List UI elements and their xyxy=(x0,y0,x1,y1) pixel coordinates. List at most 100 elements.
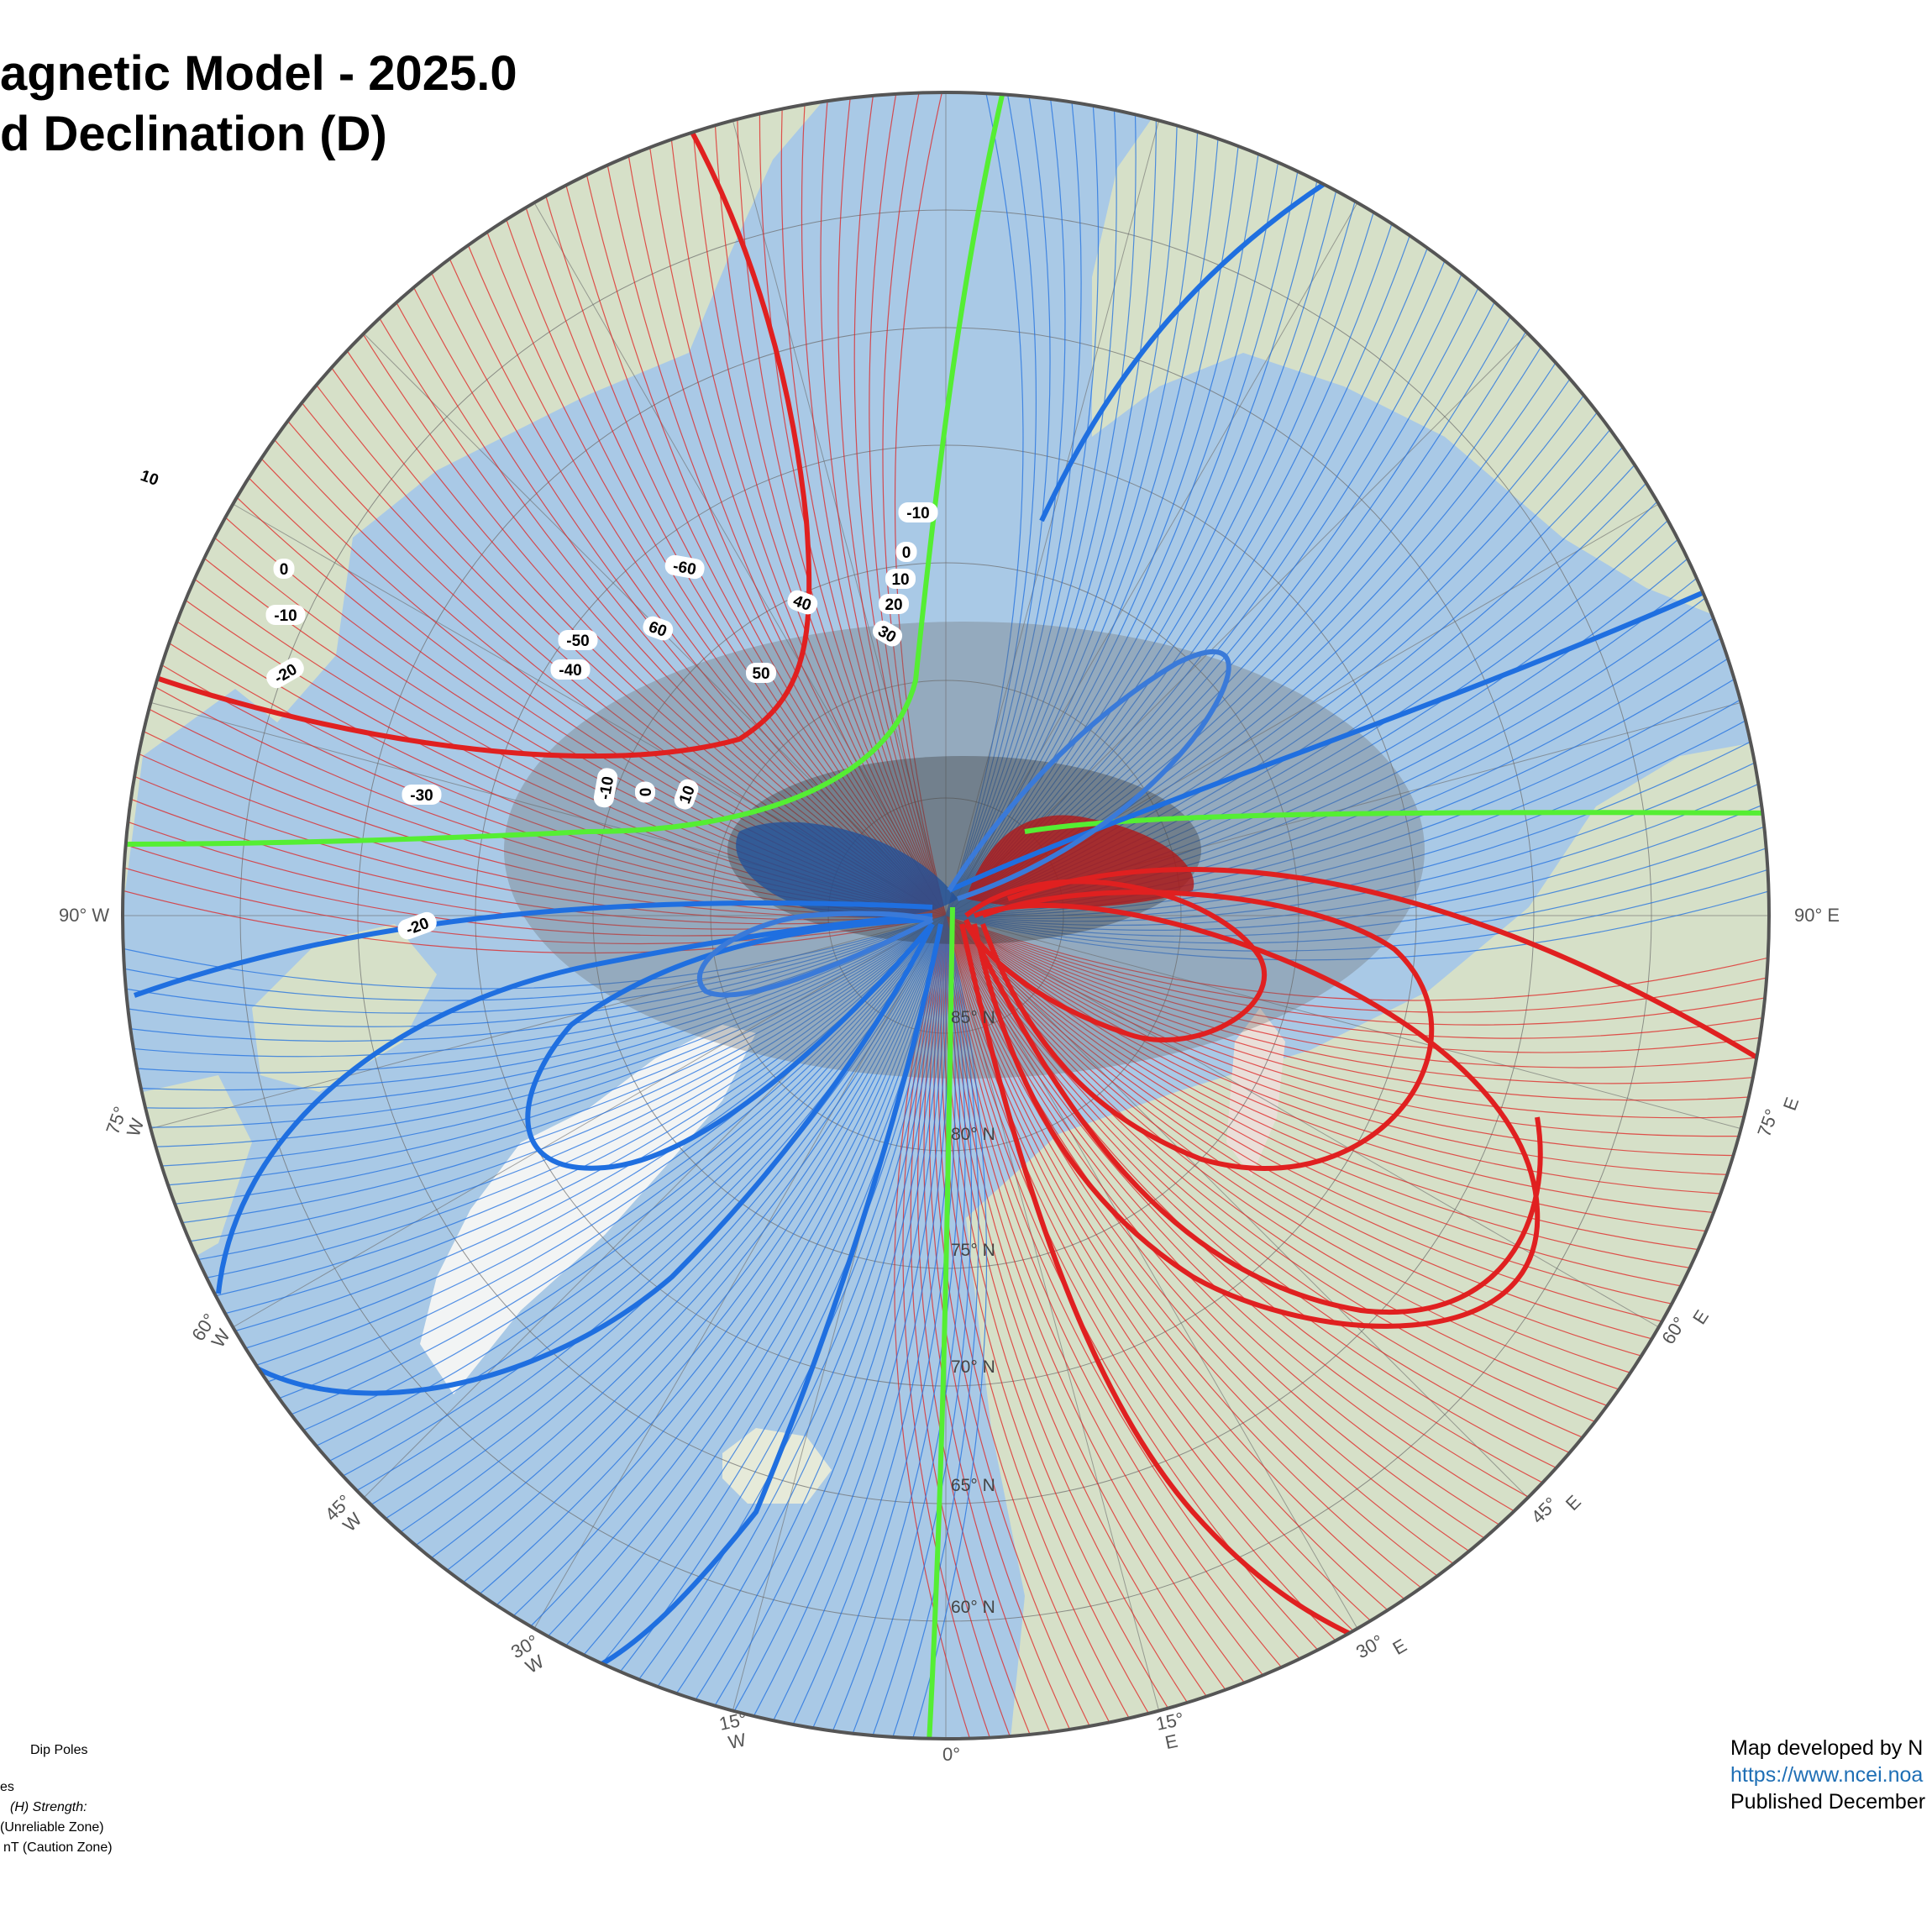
negative-isogonic-line xyxy=(401,915,947,1557)
meridian-line xyxy=(945,915,1659,1328)
negative-isogonic-line xyxy=(945,92,1117,916)
negative-isogonic-line xyxy=(886,915,979,1739)
contour-label-bubble xyxy=(593,768,618,808)
negative-isogonic-line xyxy=(609,915,947,1686)
contour-label: 0 xyxy=(273,559,295,579)
contour-label: 20 xyxy=(879,594,909,614)
positive-isogonic-line xyxy=(945,915,1769,1084)
red-10-europe xyxy=(959,923,1379,1649)
contour-label-bubble xyxy=(266,658,304,689)
positive-isogonic-line xyxy=(945,915,1367,1644)
positive-isogonic-line xyxy=(945,915,1767,1101)
positive-isogonic-line xyxy=(603,148,947,916)
positive-isogonic-line xyxy=(945,915,1452,1588)
negative-isogonic-line xyxy=(123,915,947,1027)
negative-isogonic-line xyxy=(417,915,947,1569)
positive-isogonic-line xyxy=(945,915,1762,1119)
svg-text:30°: 30° xyxy=(1352,1630,1387,1662)
map-title: agnetic Model - 2025.0 d Declination (D) xyxy=(0,44,517,165)
positive-isogonic-line xyxy=(736,102,947,916)
positive-isogonic-line xyxy=(520,191,947,916)
negative-isogonic-line xyxy=(517,915,947,1640)
svg-text:W: W xyxy=(123,1116,149,1139)
contour-label-text: -30 xyxy=(410,787,433,805)
contour-label-bubble xyxy=(134,465,165,490)
positive-isogonic-line xyxy=(945,915,1669,1344)
negative-isogonic-line xyxy=(483,915,947,1618)
land-greenland xyxy=(420,1025,756,1394)
positive-isogonic-line xyxy=(869,92,947,916)
red-40 xyxy=(963,879,1268,1042)
negative-isogonic-line xyxy=(123,915,947,1058)
negative-isogonic-line xyxy=(945,129,1241,916)
negative-isogonic-line xyxy=(433,915,947,1582)
negative-isogonic-line xyxy=(144,915,947,1168)
negative-isogonic-line xyxy=(627,915,947,1694)
positive-isogonic-line xyxy=(801,92,947,916)
positive-isogonic-line xyxy=(945,915,1769,1039)
credit-url[interactable]: https://www.ncei.noa xyxy=(1730,1763,1924,1787)
negative-isogonic-line xyxy=(945,154,1302,916)
positive-isogonic-line xyxy=(582,158,947,916)
meridian-line xyxy=(945,915,1741,1130)
negative-isogonic-line xyxy=(218,915,947,1336)
negative-isogonic-line xyxy=(945,733,1767,919)
lat-label-70: 70° N xyxy=(951,1357,995,1377)
negative-isogonic-line xyxy=(262,915,947,1405)
svg-text:45°: 45° xyxy=(1527,1493,1562,1527)
contour-label: -60 xyxy=(664,554,705,579)
positive-isogonic-line xyxy=(945,915,1698,1290)
contour-label: -30 xyxy=(402,785,442,805)
zero-line-atlantic xyxy=(927,906,955,1739)
contour-label: -10 xyxy=(593,768,618,808)
svg-text:75°: 75° xyxy=(1753,1106,1782,1140)
negative-isogonic-line xyxy=(287,915,947,1438)
lon-label-30e: 30° E xyxy=(1352,1630,1410,1662)
svg-text:E: E xyxy=(1688,1306,1713,1328)
positive-isogonic-line xyxy=(945,915,1484,1562)
positive-isogonic-line xyxy=(123,792,947,925)
positive-isogonic-line xyxy=(853,92,947,916)
contour-label-text: 10 xyxy=(891,571,909,589)
negative-isogonic-line xyxy=(945,163,1321,916)
negative-isogonic-line xyxy=(945,754,1769,922)
contour-label-bubble xyxy=(885,569,916,589)
negative-isogonic-line xyxy=(945,711,1761,917)
meridian-line xyxy=(945,202,1358,916)
meridian-line xyxy=(533,202,947,916)
positive-isogonic-line xyxy=(945,915,1256,1698)
positive-isogonic-line xyxy=(923,915,1058,1739)
legend-dip-poles: Dip Poles xyxy=(30,1743,88,1757)
lat-label-85: 85° N xyxy=(951,1008,995,1027)
negative-isogonic-line xyxy=(198,915,947,1300)
negative-isogonic-line xyxy=(300,915,947,1454)
negative-isogonic-line xyxy=(123,915,947,1014)
bold-contours xyxy=(125,92,1769,1739)
negative-isogonic-line xyxy=(189,915,947,1282)
negative-isogonic-line xyxy=(846,915,966,1739)
negative-isogonic-line xyxy=(705,915,947,1721)
contour-label-text: 20 xyxy=(885,596,902,614)
map-border xyxy=(121,91,1771,1740)
negative-isogonic-line xyxy=(685,915,947,1715)
lat-label-80: 80° N xyxy=(951,1125,995,1144)
red-inner xyxy=(963,918,1543,1315)
positive-isogonic-line xyxy=(942,915,1158,1730)
positive-isogonic-line xyxy=(123,769,947,921)
title-line-2: d Declination (D) xyxy=(0,107,387,161)
contour-label: 10 xyxy=(134,465,165,490)
lon-label-30w: 30° W xyxy=(507,1630,548,1677)
credit-published: Published December xyxy=(1730,1790,1926,1814)
negative-isogonic-line xyxy=(128,915,947,1109)
negative-isogonic-line xyxy=(370,915,947,1529)
negative-isogonic-line xyxy=(666,915,947,1709)
positive-isogonic-line xyxy=(713,108,947,916)
blue-30 xyxy=(525,917,935,1171)
blue-20-greenland xyxy=(242,922,935,1396)
blue-40 xyxy=(697,911,934,998)
positive-isogonic-line xyxy=(500,202,947,916)
land-baffin xyxy=(252,924,437,1092)
negative-isogonic-line xyxy=(123,915,947,1091)
